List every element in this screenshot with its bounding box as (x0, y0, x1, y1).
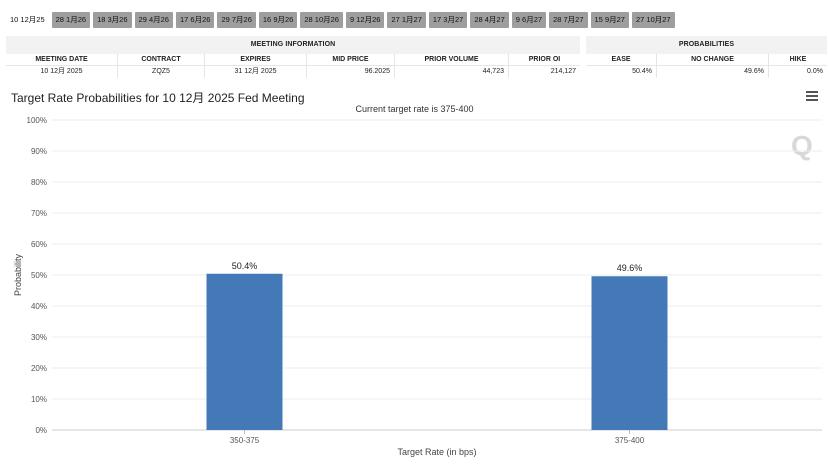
header-mid-price: MID PRICE (307, 54, 395, 65)
tab-meeting-9[interactable]: 27 1月27 (387, 12, 426, 28)
y-tick-label: 70% (31, 209, 47, 218)
header-ease: EASE (586, 54, 657, 65)
tab-meeting-4[interactable]: 17 6月26 (175, 12, 215, 28)
tab-meeting-14[interactable]: 15 9月27 (590, 12, 629, 28)
data-label: 50.4% (232, 261, 258, 271)
header-prior-volume: PRIOR VOLUME (395, 54, 509, 65)
tab-meeting-7[interactable]: 28 10月26 (300, 12, 343, 28)
y-tick-label: 50% (31, 271, 47, 280)
header-prior-oi: PRIOR OI (528, 56, 561, 63)
ease-value: 50.4% (586, 66, 657, 78)
meeting-information-value-row: 10 12月 2025 ZQZ5 31 12月 2025 96.2025 44,… (6, 66, 580, 78)
mid-price-value: 96.2025 (307, 66, 395, 78)
header-meeting-date: MEETING DATE (6, 54, 118, 65)
tab-meeting-15[interactable]: 27 10月27 (631, 12, 675, 28)
y-tick-label: 40% (31, 302, 47, 311)
hike-value: 0.0% (807, 68, 823, 75)
x-tick-label: 375-400 (615, 436, 645, 445)
meeting-tabs: 10 12月25 28 1月26 18 3月26 29 4月26 17 6月26 29 7… (6, 12, 675, 28)
y-tick-label: 10% (31, 395, 47, 404)
tab-meeting-11[interactable]: 28 4月27 (470, 12, 509, 28)
tab-meeting-5[interactable]: 29 7月26 (217, 12, 256, 28)
bar-350-375 (206, 273, 283, 430)
tab-meeting-2[interactable]: 18 3月26 (93, 12, 132, 28)
y-tick-label: 90% (31, 147, 47, 156)
header-hike: HIKE (789, 56, 807, 63)
x-axis-label: Target Rate (in bps) (397, 447, 476, 457)
data-label: 49.6% (617, 263, 643, 273)
prior-volume-value: 44,723 (395, 66, 509, 78)
watermark-logo: Q (791, 130, 813, 161)
tab-meeting-1[interactable]: 28 1月26 (51, 12, 91, 28)
meeting-date-value: 10 12月 2025 (6, 66, 118, 78)
y-tick-label: 20% (31, 364, 47, 373)
tab-meeting-3[interactable]: 29 4月26 (134, 12, 173, 28)
meeting-information-table: MEETING INFORMATION MEETING DATE CONTRAC… (6, 36, 580, 78)
tab-meeting-8[interactable]: 9 12月26 (345, 12, 385, 28)
tab-meeting-13[interactable]: 28 7月27 (549, 12, 588, 28)
probabilities-header-row: EASE NO CHANGE HIKE (586, 54, 827, 66)
probabilities-title: PROBABILITIES (678, 41, 735, 48)
header-contract: CONTRACT (118, 54, 205, 65)
chart-title: Target Rate Probabilities for 10 12月 202… (11, 91, 305, 105)
header-expires: EXPIRES (205, 54, 307, 65)
y-tick-label: 0% (35, 426, 47, 435)
contract-value: ZQZ5 (118, 66, 205, 78)
tab-meeting-6[interactable]: 16 9月26 (258, 12, 298, 28)
bar-375-400 (591, 276, 668, 430)
y-tick-label: 80% (31, 178, 47, 187)
tab-meeting-12[interactable]: 9 6月27 (511, 12, 547, 28)
probabilities-table: PROBABILITIES EASE NO CHANGE HIKE 50.4% … (586, 36, 827, 78)
chart-subtitle: Current target rate is 375-400 (355, 104, 474, 114)
prior-oi-value: 214,127 (550, 68, 576, 75)
tab-meeting-0[interactable]: 10 12月25 (6, 12, 49, 28)
tab-meeting-10[interactable]: 17 3月27 (428, 12, 468, 28)
probabilities-value-row: 50.4% 49.6% 0.0% (586, 66, 827, 78)
meeting-information-title: MEETING INFORMATION (250, 41, 336, 48)
y-tick-label: 60% (31, 240, 47, 249)
expires-value: 31 12月 2025 (205, 66, 307, 78)
meeting-information-header-row: MEETING DATE CONTRACT EXPIRES MID PRICE … (6, 54, 580, 66)
header-no-change: NO CHANGE (657, 54, 769, 65)
y-tick-label: 30% (31, 333, 47, 342)
y-tick-label: 100% (27, 116, 47, 125)
chart-menu-icon[interactable] (806, 91, 818, 101)
x-tick-label: 350-375 (230, 436, 260, 445)
no-change-value: 49.6% (657, 66, 769, 78)
y-axis-label: Probability (13, 253, 23, 296)
